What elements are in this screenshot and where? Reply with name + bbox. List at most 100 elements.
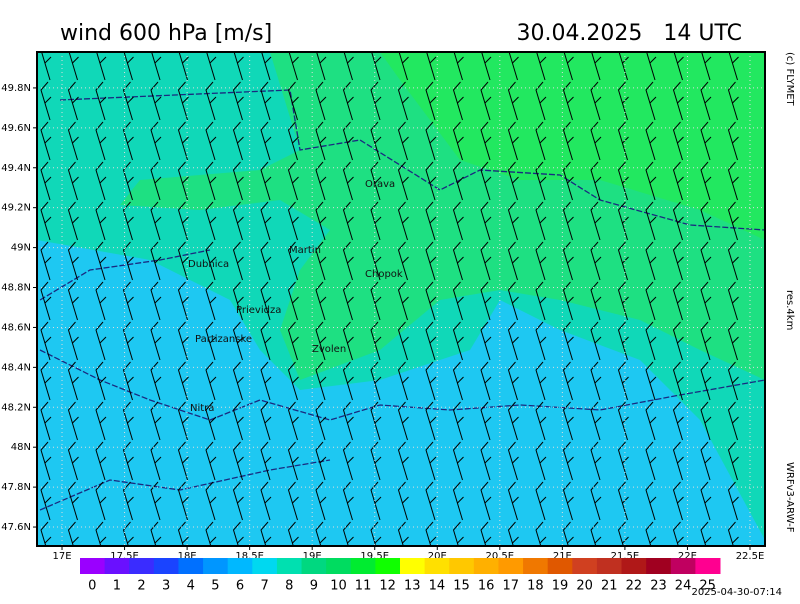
wind-barb [150,361,162,401]
wind-barb [535,81,547,121]
wind-barb [727,321,739,361]
wind-barb [205,201,217,241]
wind-barb [95,281,107,321]
colorbar-swatch [350,558,376,574]
wind-barb [67,161,79,201]
wind-barb [41,52,52,81]
wind-barb [177,361,189,401]
wind-barb [480,121,492,161]
wind-barb [232,401,244,441]
wind-barb [700,81,712,121]
lon-label: 18E [178,551,197,562]
wind-barb [122,241,134,281]
colorbar-label: 15 [453,579,470,594]
wind-barb [260,401,272,441]
wind-barb [672,81,684,121]
wind-barb [342,121,354,161]
wind-barb [397,161,409,201]
wind-barb [590,201,602,241]
wind-barb [672,121,684,161]
wind-barb [315,81,327,121]
wind-barb [535,321,547,361]
wind-barb [177,161,189,201]
wind-barb [507,81,519,121]
wind-barb [67,441,79,481]
wind-barb [727,441,739,481]
wind-barb [287,201,299,241]
wind-barb [617,241,629,281]
wind-barb [342,201,354,241]
colorbar-swatch [646,558,672,574]
wind-barb [67,121,79,161]
colorbar-swatch [572,558,598,574]
wind-barb [342,241,354,281]
wind-barb [453,52,464,81]
wind-barb [645,401,657,441]
wind-barb [452,241,464,281]
wind-barb [727,161,739,201]
wind-barb [535,441,547,481]
wind-barb [562,81,574,121]
wind-barb [206,52,217,81]
wind-barb [480,241,492,281]
wind-barb [370,521,382,546]
colorbar-swatch [473,558,499,574]
wind-barb [672,281,684,321]
wind-barb [370,81,382,121]
colorbar-label: 1 [113,579,121,594]
wind-barb [232,201,244,241]
wind-barb [67,281,79,321]
wind-barb [700,441,712,481]
wind-barb [425,481,437,521]
wind-barb [40,161,52,201]
city: Prievidza [236,305,281,316]
wind-barb [672,401,684,441]
wind-barb [177,121,189,161]
colorbar-swatch [424,558,450,574]
wind-barb [95,521,107,546]
wind-barb [508,52,519,81]
wind-barb [370,321,382,361]
wind-barb [617,121,629,161]
wind-barb [232,521,244,546]
wind-barb [122,361,134,401]
city: Orava [365,179,395,190]
wind-barb [177,321,189,361]
wind-barb [177,521,189,546]
wind-barb [287,361,299,401]
wind-barb [150,241,162,281]
colorbar-swatch [523,558,549,574]
wind-barb [535,361,547,401]
colorbar-label: 17 [502,579,519,594]
wind-barb [370,281,382,321]
wind-barb [590,361,602,401]
wind-barb [452,121,464,161]
wind-barb [425,361,437,401]
colorbar-label: 5 [211,579,219,594]
wind-barb [315,241,327,281]
colorbar-label: 10 [330,579,347,594]
wind-barb [287,241,299,281]
wind-barb [315,481,327,521]
wind-barb [95,201,107,241]
wind-barb [370,121,382,161]
wind-barb [645,481,657,521]
city: Partizanske [195,334,252,345]
colorbar-label: 24 [675,579,692,594]
wind-barb [562,401,574,441]
colorbar-swatch [621,558,647,574]
wind-barb [562,441,574,481]
wind-barb [727,481,739,521]
wind-barb [40,401,52,441]
wind-barb [507,481,519,521]
wind-barb [452,161,464,201]
wind-barb [287,81,299,121]
wind-barb [370,401,382,441]
wind-barb [727,361,739,401]
colorbar-swatch [695,558,721,574]
colorbar-label: 11 [355,579,372,594]
wind-barb [727,401,739,441]
wind-barb [397,121,409,161]
lat-label: 48.4N [1,362,31,373]
